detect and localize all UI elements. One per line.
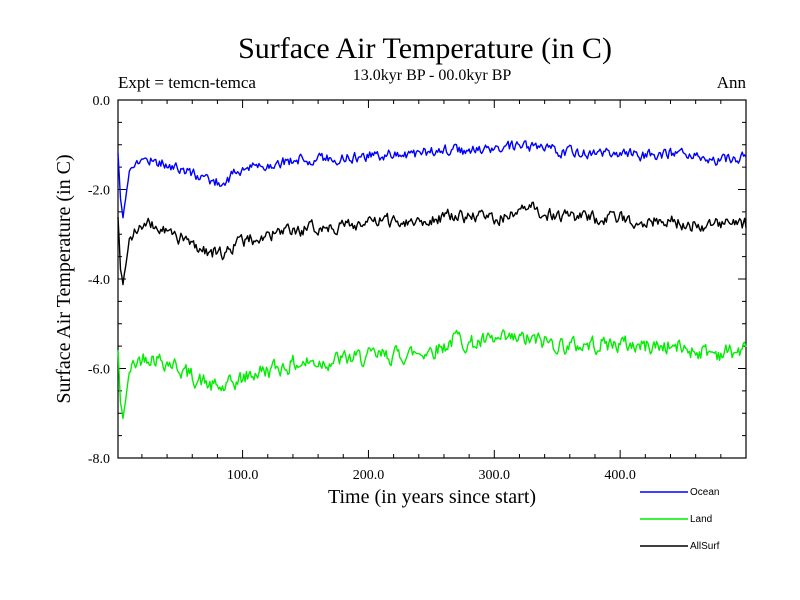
y-tick-label: -8.0 — [88, 452, 110, 467]
y-tick-label: -2.0 — [88, 184, 110, 199]
y-axis-label: Surface Air Temperature (in C) — [53, 154, 75, 403]
y-tick-label: 0.0 — [93, 94, 111, 109]
x-tick-label: 100.0 — [227, 468, 259, 483]
x-tick-label: 300.0 — [479, 468, 511, 483]
x-tick-label: 400.0 — [604, 468, 636, 483]
series-line-allsurf — [117, 201, 747, 286]
legend-label-ocean: Ocean — [690, 487, 719, 498]
legend-label-allsurf: AllSurf — [690, 541, 720, 552]
legend-label-land: Land — [690, 514, 712, 525]
period-label: Ann — [717, 73, 747, 92]
y-tick-label: -4.0 — [88, 273, 110, 288]
experiment-label: Expt = temcn-temca — [118, 73, 256, 92]
series-lines — [117, 140, 747, 420]
y-tick-label: -6.0 — [88, 363, 110, 378]
series-line-land — [117, 329, 747, 420]
chart-title: Surface Air Temperature (in C) — [238, 32, 612, 65]
chart-subtitle: 13.0kyr BP - 00.0kyr BP — [353, 67, 512, 84]
series-line-ocean — [117, 140, 747, 219]
x-axis-label: Time (in years since start) — [328, 486, 536, 508]
legend: Ocean Land AllSurf — [640, 487, 720, 552]
x-tick-label: 200.0 — [353, 468, 385, 483]
